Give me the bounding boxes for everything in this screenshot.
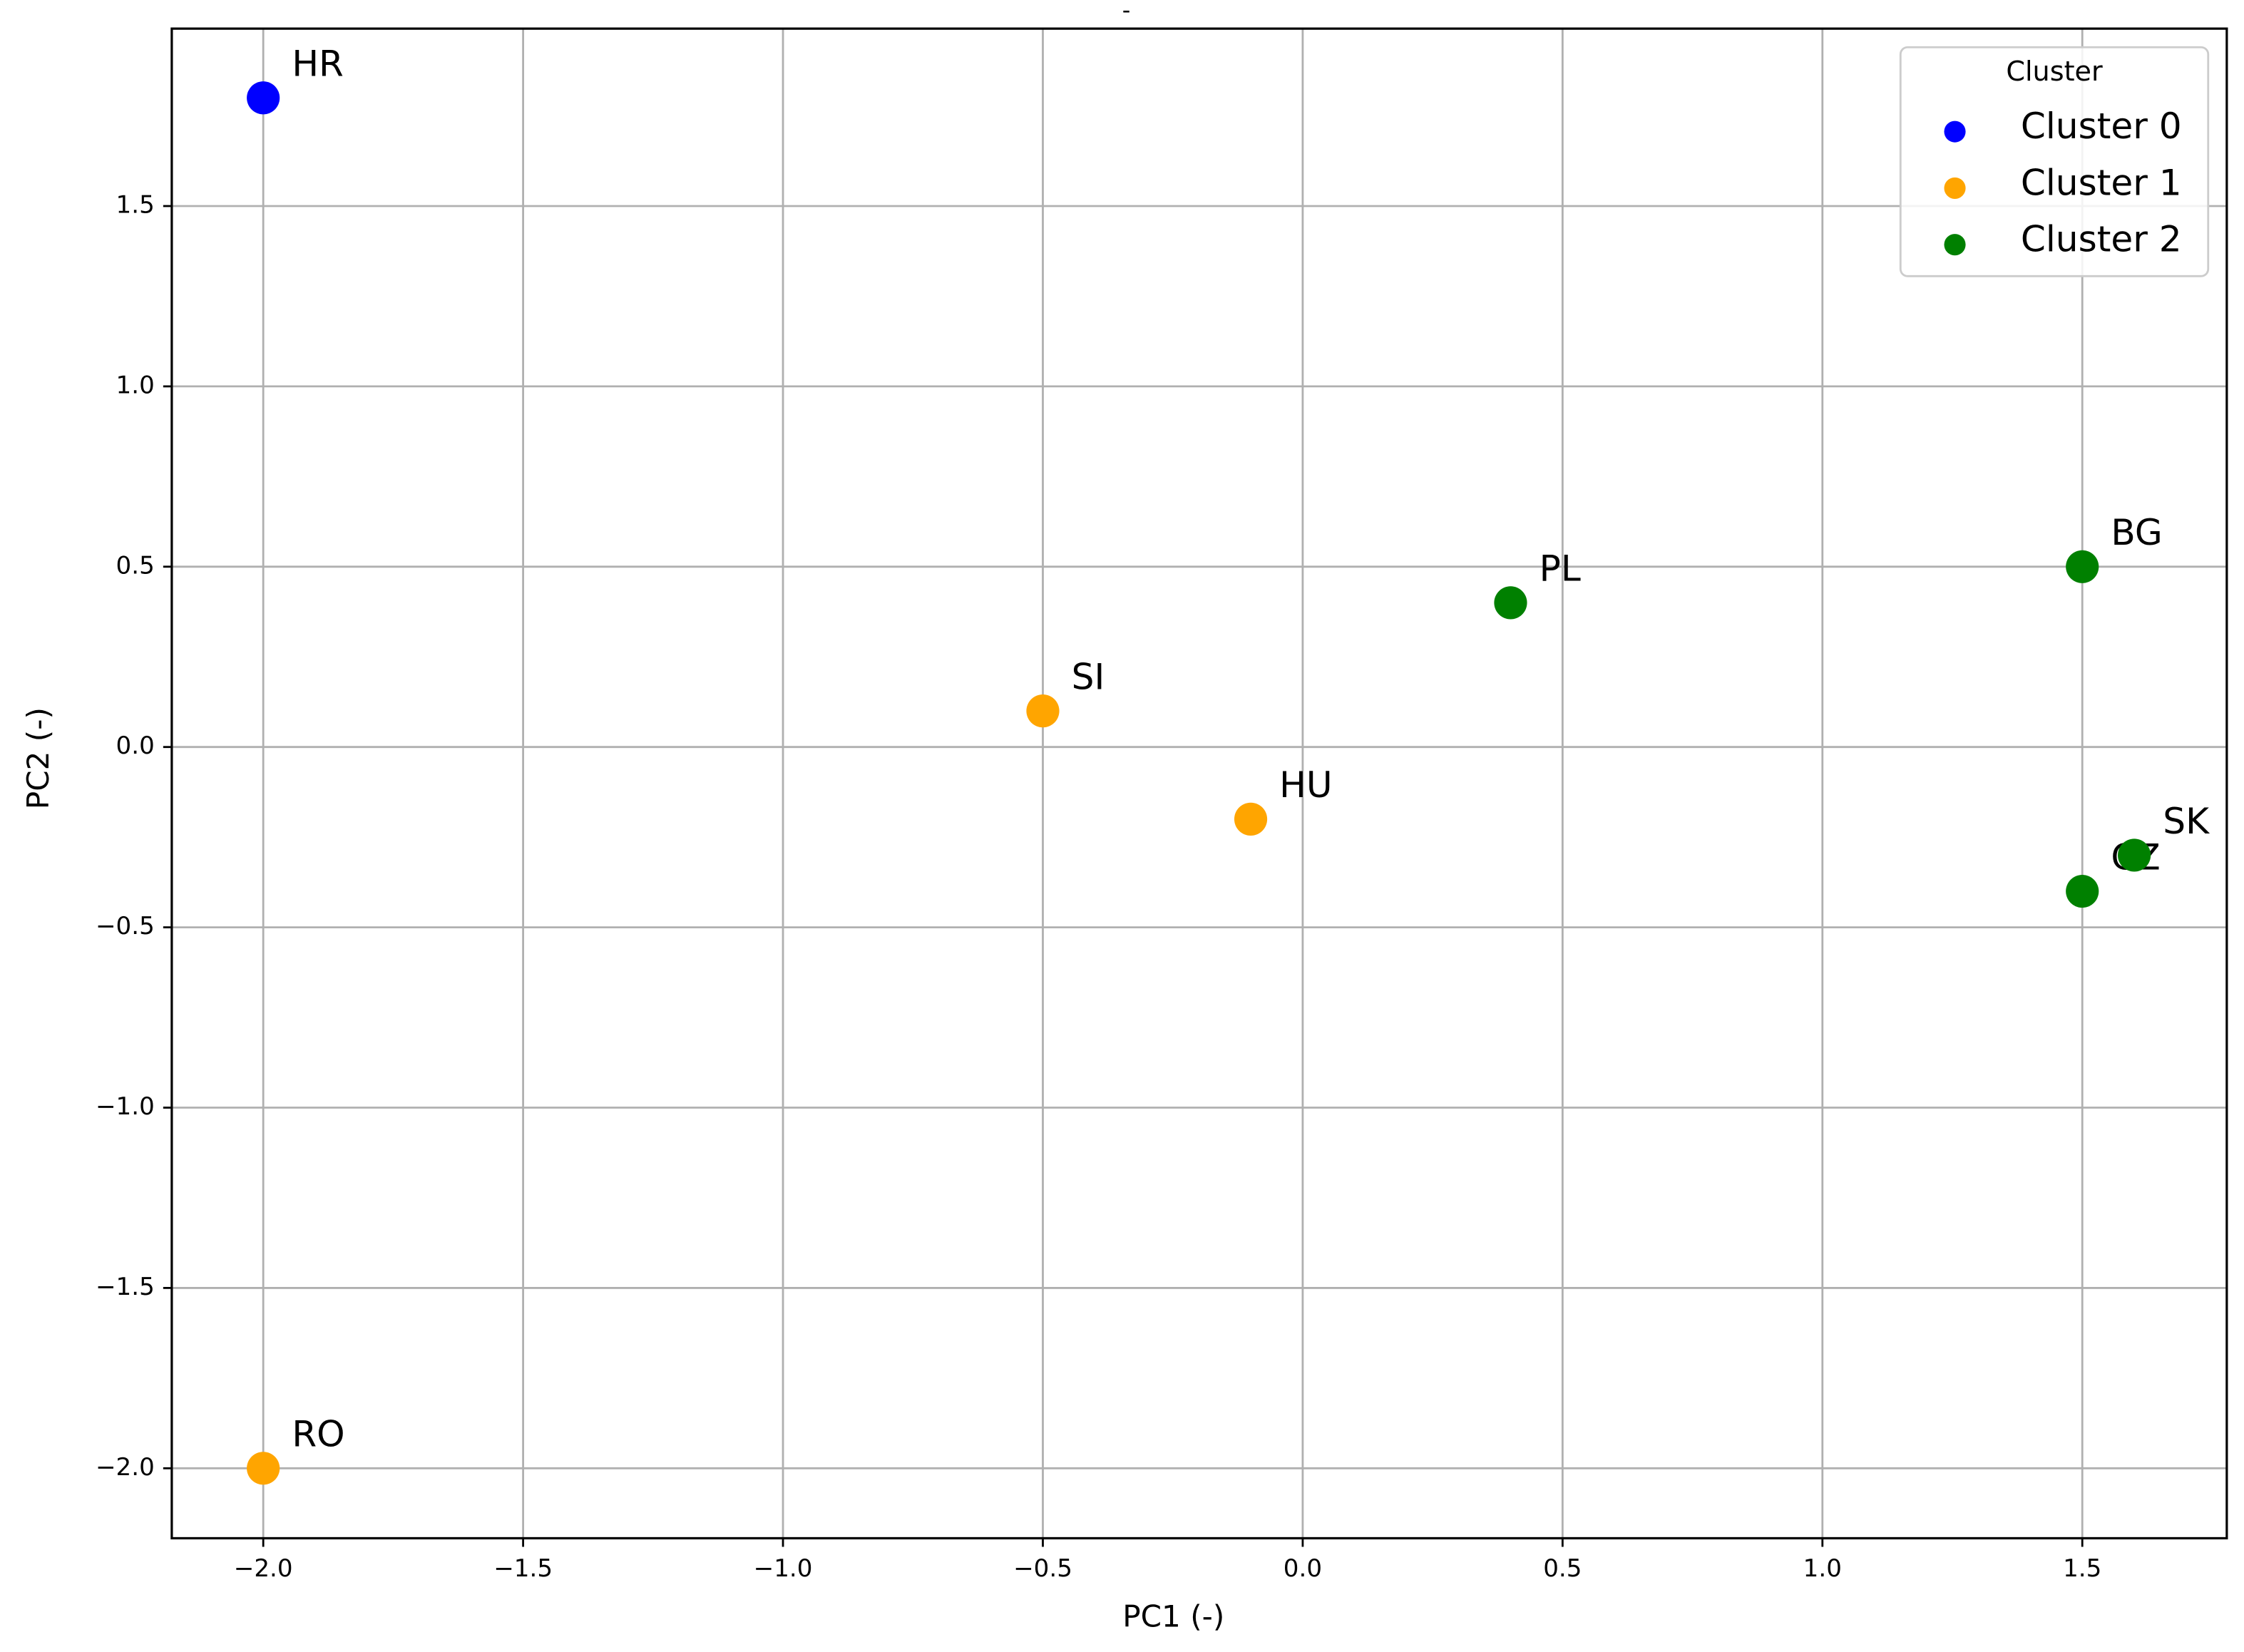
point xyxy=(1026,694,1060,728)
point xyxy=(2118,838,2151,872)
point-label: SK xyxy=(2163,800,2210,842)
legend-marker xyxy=(1944,177,1966,199)
point-label: HU xyxy=(1279,764,1332,806)
point-label: RO xyxy=(292,1413,344,1455)
x-tick-label: 1.5 xyxy=(2063,1554,2101,1583)
grid: −2.0 −1.5 −1.0 −0.5 0.0 0.5 1.0 1.5 −2.0 −1.5 −1.0… xyxy=(96,29,2227,1583)
y-tick-label: −0.5 xyxy=(96,912,155,940)
point xyxy=(2066,550,2099,583)
legend-label: Cluster 1 xyxy=(2021,161,2182,203)
legend-marker xyxy=(1944,234,1966,256)
chart-title: - xyxy=(1122,0,1131,24)
legend-label: Cluster 2 xyxy=(2021,218,2182,260)
point xyxy=(247,1452,280,1485)
x-tick-label: −1.5 xyxy=(493,1554,553,1583)
legend: Cluster Cluster 0 Cluster 1 Cluster 2 xyxy=(1899,46,2210,277)
points: HRSIHUROPLBGCZSK xyxy=(247,43,2210,1485)
x-axis-label: PC1 (-) xyxy=(1122,1599,1224,1633)
x-tick-label: −2.0 xyxy=(234,1554,293,1583)
point-label: BG xyxy=(2111,511,2162,553)
y-tick-label: 1.0 xyxy=(116,371,155,399)
point xyxy=(1494,586,1527,620)
point-label: PL xyxy=(1539,548,1581,590)
y-axis-label: PC2 (-) xyxy=(21,707,56,809)
x-tick-label: 0.0 xyxy=(1284,1554,1322,1583)
legend-marker xyxy=(1944,120,1966,143)
y-tick-label: 1.5 xyxy=(116,190,155,219)
y-tick-label: 0.5 xyxy=(116,551,155,580)
x-tick-label: −1.0 xyxy=(754,1554,813,1583)
point xyxy=(1234,802,1268,836)
point-label: HR xyxy=(292,43,344,85)
y-tick-label: 0.0 xyxy=(116,732,155,760)
point xyxy=(247,81,280,115)
x-tick-label: 1.0 xyxy=(1803,1554,1842,1583)
legend-box xyxy=(1899,46,2210,277)
point-label: SI xyxy=(1072,655,1105,697)
x-tick-label: −0.5 xyxy=(1013,1554,1072,1583)
y-tick-label: −1.5 xyxy=(96,1273,155,1301)
legend-label: Cluster 0 xyxy=(2021,105,2182,147)
plot-frame xyxy=(170,27,2228,1540)
y-tick-label: −1.0 xyxy=(96,1092,155,1121)
legend-title: Cluster xyxy=(2006,56,2103,87)
point xyxy=(2066,874,2099,908)
x-tick-label: 0.5 xyxy=(1543,1554,1582,1583)
y-tick-label: −2.0 xyxy=(96,1453,155,1482)
